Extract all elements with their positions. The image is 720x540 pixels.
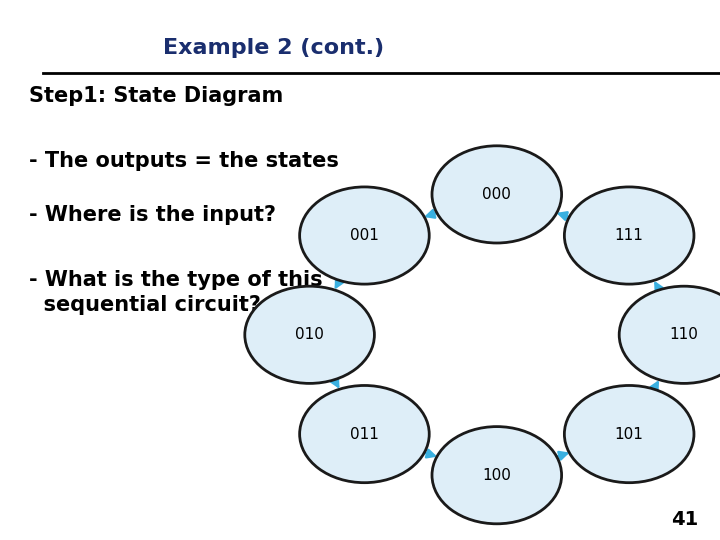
Text: Example 2 (cont.): Example 2 (cont.) [163, 38, 384, 58]
Text: - What is the type of this
  sequential circuit?: - What is the type of this sequential ci… [29, 270, 323, 315]
Text: Step1: State Diagram: Step1: State Diagram [29, 86, 283, 106]
Circle shape [564, 187, 694, 284]
Circle shape [564, 386, 694, 483]
Circle shape [619, 286, 720, 383]
Circle shape [300, 386, 429, 483]
Text: 000: 000 [482, 187, 511, 202]
Text: 100: 100 [482, 468, 511, 483]
Text: - The outputs = the states: - The outputs = the states [29, 151, 338, 171]
Text: 41: 41 [671, 510, 698, 529]
Circle shape [245, 286, 374, 383]
Text: 010: 010 [295, 327, 324, 342]
Text: 011: 011 [350, 427, 379, 442]
Text: 001: 001 [350, 228, 379, 243]
Circle shape [432, 146, 562, 243]
Circle shape [432, 427, 562, 524]
Text: - Where is the input?: - Where is the input? [29, 205, 276, 225]
Text: 111: 111 [615, 228, 644, 243]
Text: 110: 110 [670, 327, 698, 342]
Circle shape [300, 187, 429, 284]
Text: 101: 101 [615, 427, 644, 442]
